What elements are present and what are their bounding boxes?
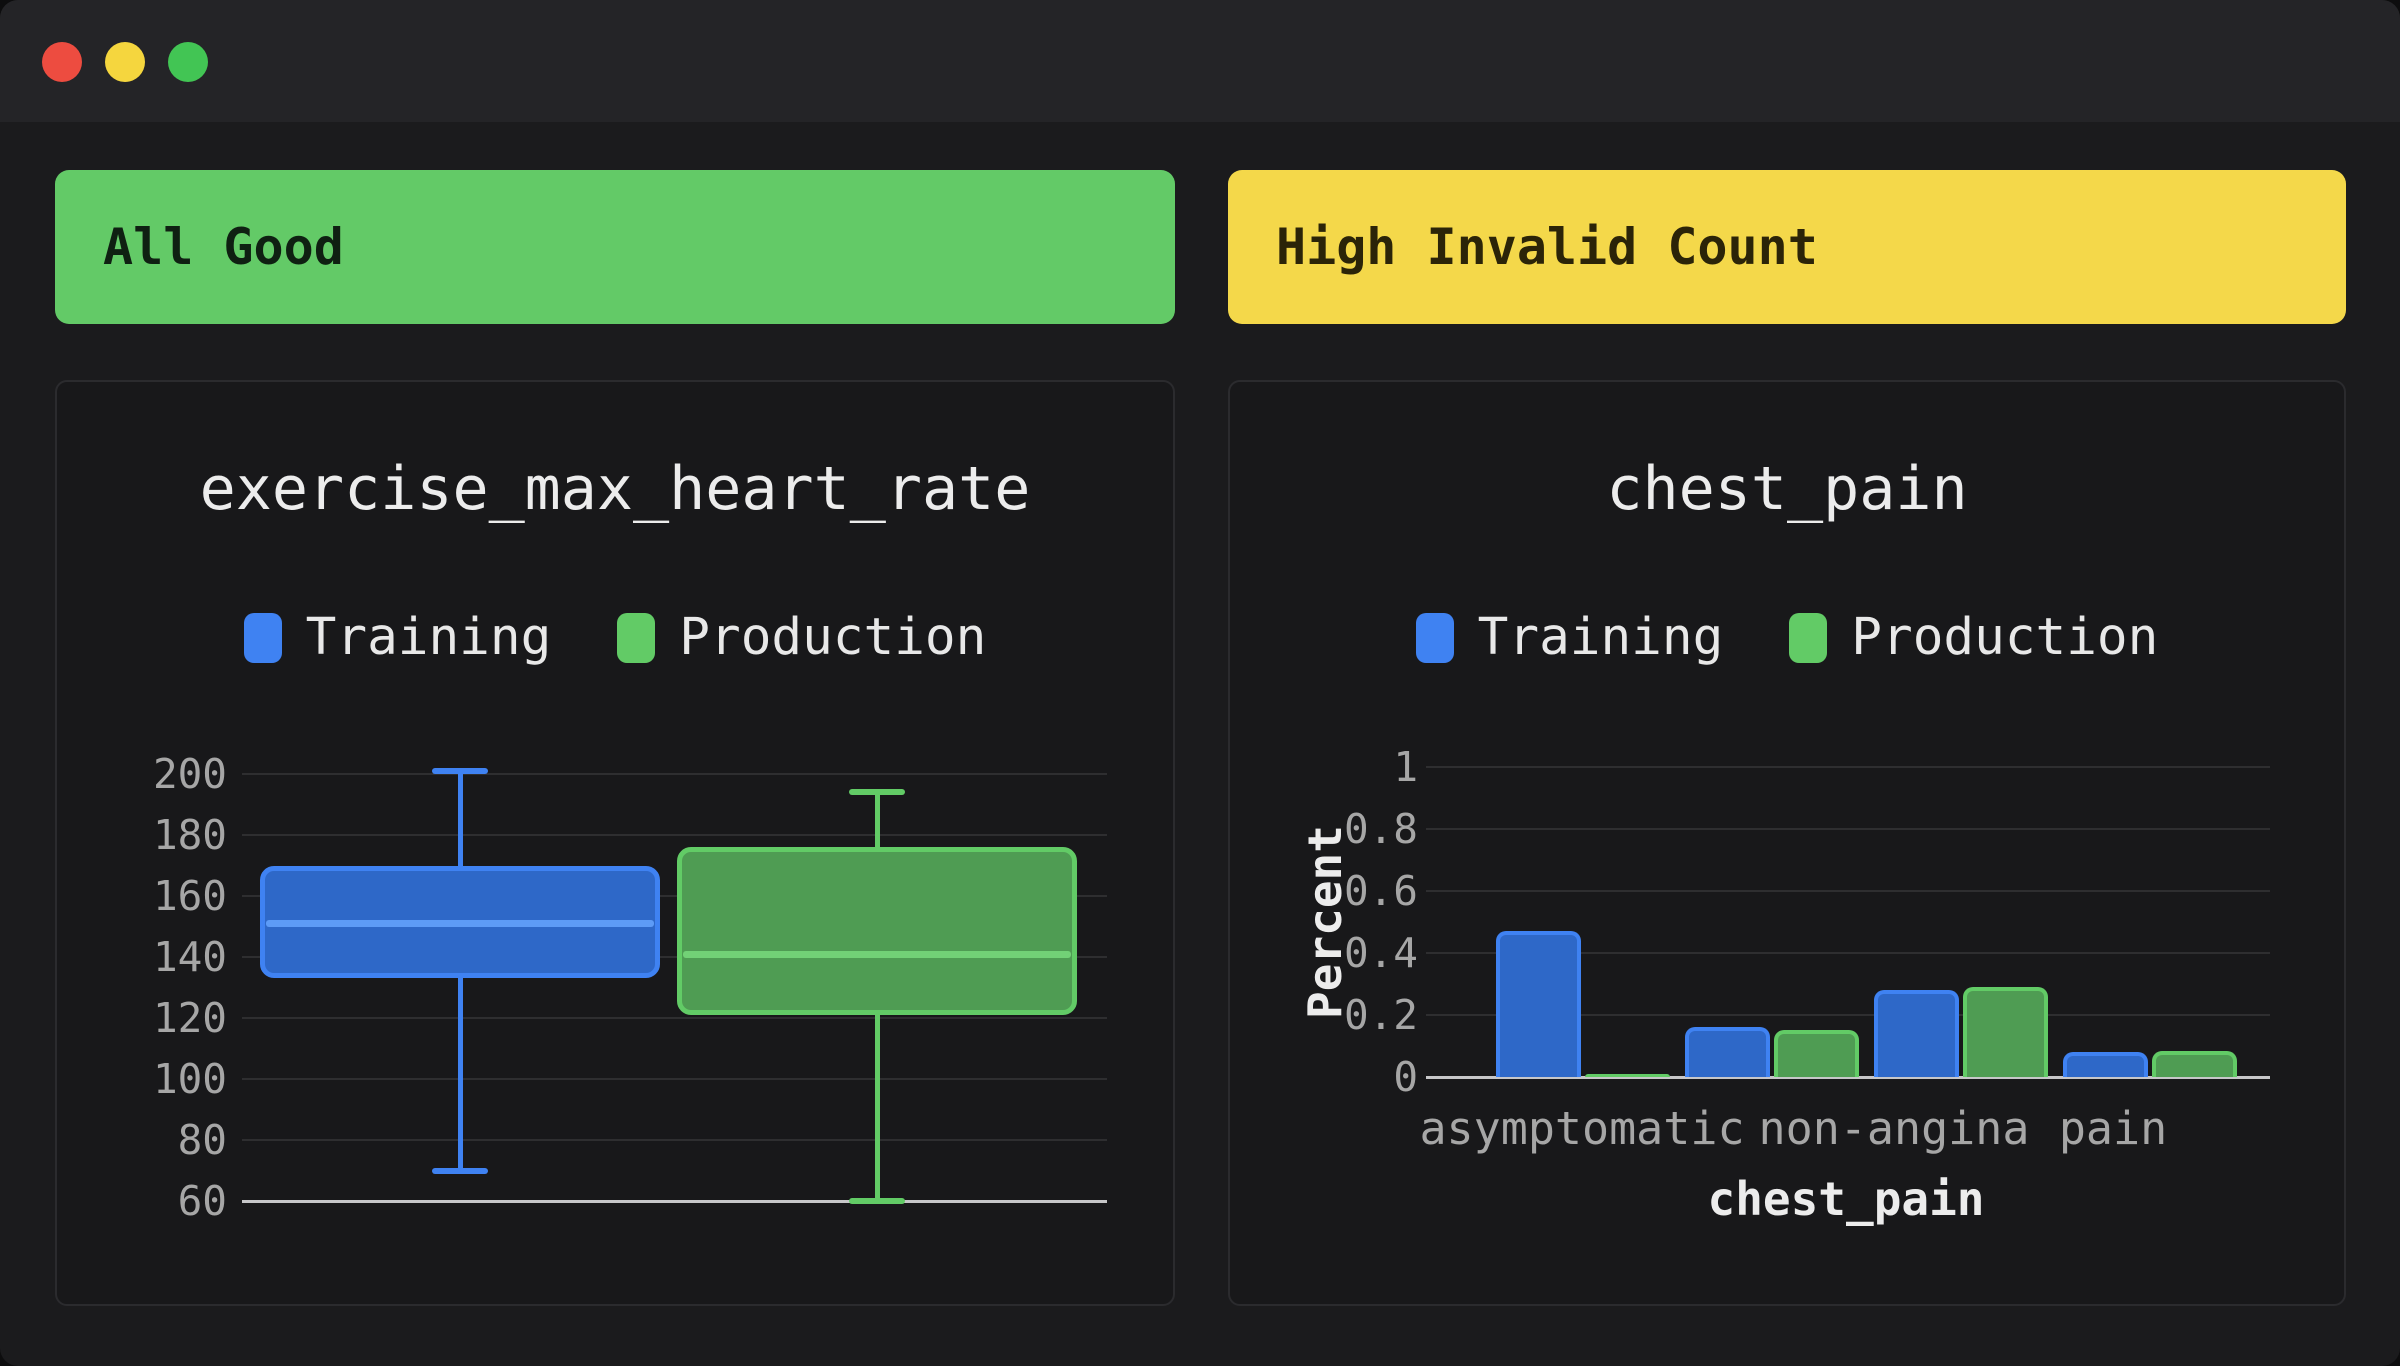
bar-production [1963,987,2048,1077]
chart-legend: Training Production [1230,608,2344,667]
bar-training [1496,931,1581,1077]
gridline [1426,1014,2270,1016]
gridline [242,834,1107,836]
status-banner-high-invalid-count: High Invalid Count [1228,170,2346,324]
bar-production [2152,1051,2237,1077]
barchart-canvas: 1 0.8 0.6 0.4 0.2 0 asymptomatic non-angina pain… [1230,382,2344,1304]
maximize-button[interactable] [168,42,208,82]
boxplot-panel: exercise_max_heart_rate Training Product… [55,380,1175,1306]
bar-training [2063,1052,2148,1077]
y-tick-label: 100 [152,1055,227,1103]
y-tick-label: 140 [152,933,227,981]
y-tick-label: 160 [152,872,227,920]
window-titlebar [0,0,2400,122]
production-swatch-icon [617,612,656,663]
y-tick-label: 80 [177,1116,227,1164]
legend-label: Training [305,608,552,667]
status-banner-all-good: All Good [55,170,1175,324]
y-tick-label: 1 [1393,743,1418,791]
median-line [266,920,654,928]
x-tick-label: non-angina [1758,1102,2030,1155]
gridline [1426,766,2270,768]
whisker-cap [849,789,905,796]
whisker-cap [849,1198,905,1204]
legend-label: Training [1477,608,1724,667]
legend-item-production: Production [1789,608,2158,667]
gridline [1426,828,2270,830]
whisker-cap [432,1167,488,1174]
bar-production [1774,1030,1859,1077]
median-line [683,950,1071,958]
status-banner-text: All Good [103,218,344,276]
x-tick-label: pain [2058,1102,2168,1155]
whisker-cap [432,767,488,774]
barchart-panel: chest_pain Training Production 1 0.8 0.6 0.… [1228,380,2346,1306]
boxplot-canvas: 200 180 160 140 120 100 80 60 [57,382,1173,1304]
y-tick-label: 0.4 [1343,929,1418,977]
minimize-button[interactable] [105,42,145,82]
y-tick-label: 0.8 [1343,805,1418,853]
chart-legend: Training Production [57,608,1173,667]
x-axis-line [1426,1076,2270,1079]
training-swatch-icon [1415,612,1454,663]
gridline [242,956,1107,958]
legend-item-training: Training [1415,608,1724,667]
y-tick-label: 120 [152,994,227,1042]
y-tick-label: 200 [152,750,227,798]
bar-production [1585,1074,1670,1077]
y-tick-label: 180 [152,811,227,859]
gridline [242,1078,1107,1080]
close-button[interactable] [42,42,82,82]
y-axis-title: Percent [1298,825,1352,1019]
legend-label: Production [679,608,987,667]
y-tick-label: 0 [1393,1053,1418,1101]
chart-title: chest_pain [1606,454,1968,524]
box-production [677,847,1077,1015]
gridline [1426,890,2270,892]
legend-label: Production [1851,608,2159,667]
bar-training [1685,1027,1770,1077]
status-banner-text: High Invalid Count [1276,218,1818,276]
training-swatch-icon [243,612,282,663]
y-tick-label: 60 [177,1177,227,1225]
bar-training [1874,990,1959,1077]
y-tick-label: 0.6 [1343,867,1418,915]
x-tick-label: asymptomatic [1419,1102,1745,1155]
gridline [242,1139,1107,1141]
x-axis-title: chest_pain [1707,1172,1985,1226]
legend-item-training: Training [243,608,552,667]
gridline [242,895,1107,897]
gridline [1426,952,2270,954]
gridline [242,1017,1107,1019]
gridline [242,773,1107,775]
legend-item-production: Production [617,608,986,667]
y-tick-label: 0.2 [1343,991,1418,1039]
x-axis-line [242,1200,1107,1203]
production-swatch-icon [1789,612,1828,663]
chart-title: exercise_max_heart_rate [199,454,1031,524]
